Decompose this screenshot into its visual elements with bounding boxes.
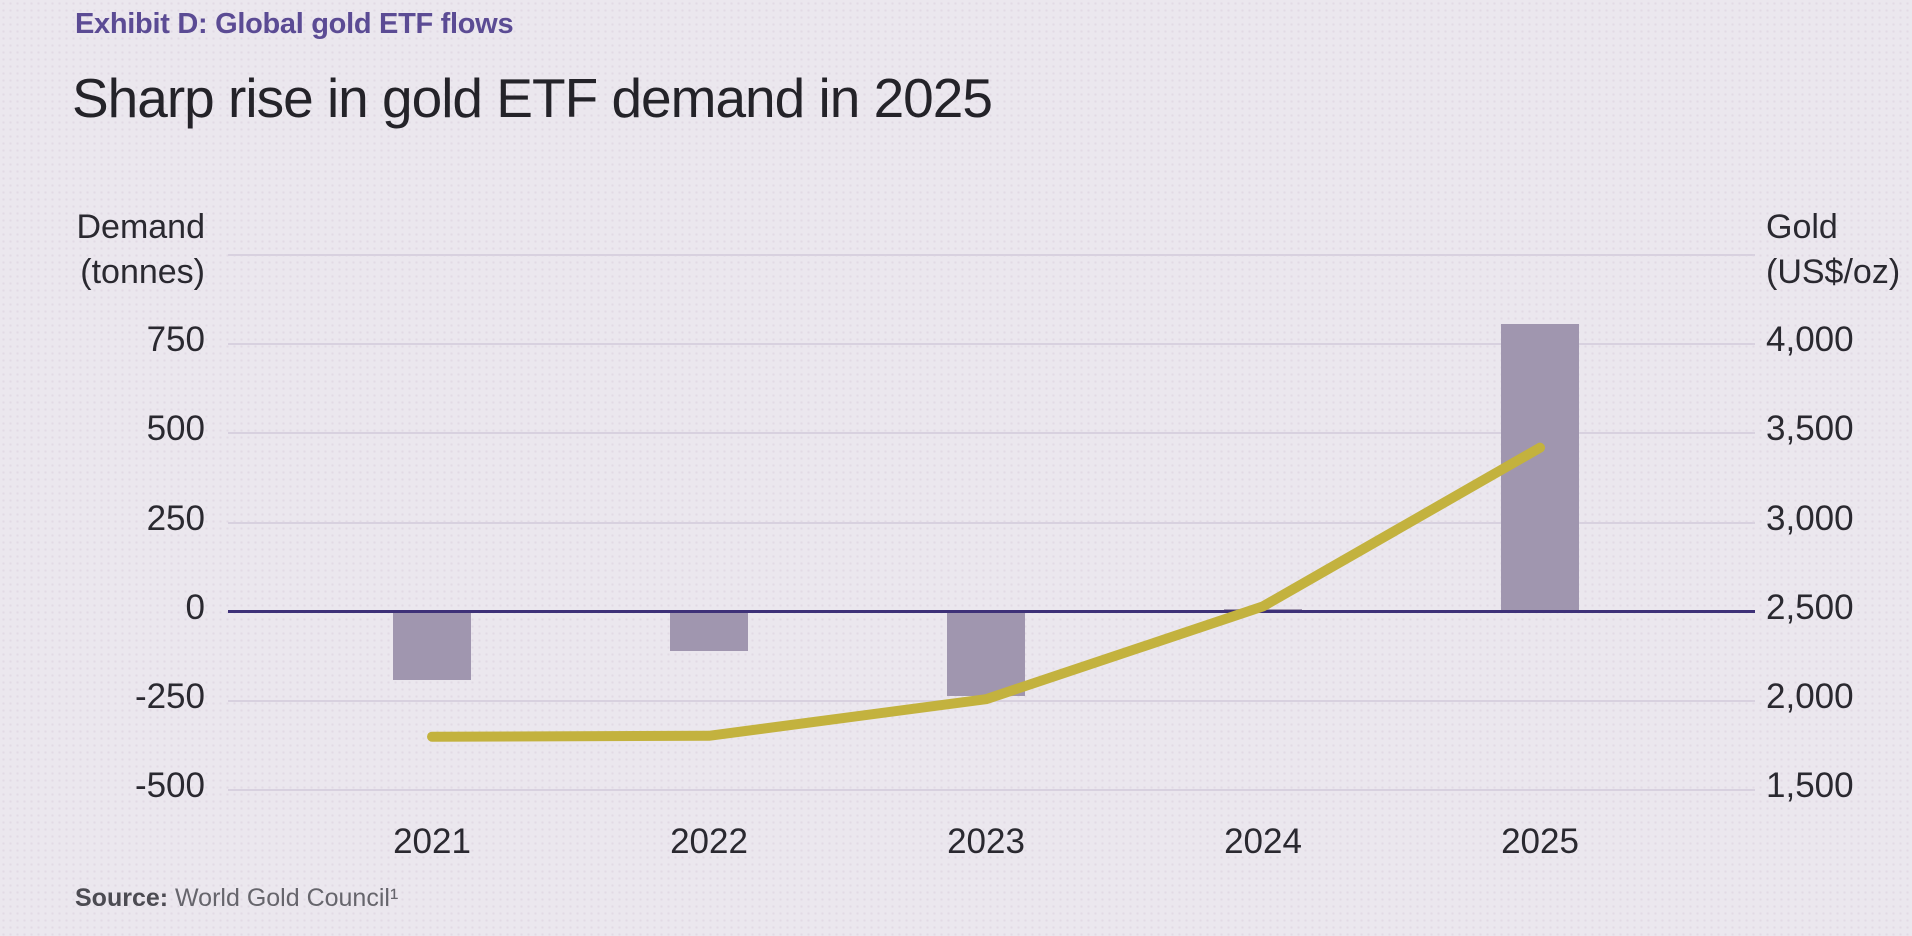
- right-tick-label: 1,500: [1766, 766, 1854, 806]
- source-label: Source:: [75, 884, 169, 912]
- right-axis-title-line1: Gold: [1766, 208, 1838, 246]
- x-axis-label-2025: 2025: [1501, 822, 1579, 861]
- gridline: [228, 789, 1755, 792]
- gridline: [228, 343, 1755, 346]
- left-tick-label: 750: [146, 320, 205, 360]
- gridline: [228, 700, 1755, 702]
- zero-baseline: [228, 610, 1755, 614]
- source-text: World Gold Council¹: [168, 884, 399, 912]
- bar-2025: [1501, 323, 1579, 612]
- left-tick-label: 0: [185, 587, 205, 627]
- bar-2023: [947, 611, 1025, 697]
- bar-2022: [670, 611, 748, 652]
- page-title: Sharp rise in gold ETF demand in 2025: [72, 67, 993, 129]
- x-axis-label-2023: 2023: [947, 822, 1025, 861]
- right-tick-label: 4,000: [1766, 320, 1854, 360]
- right-axis-title-line2: (US$/oz): [1766, 253, 1901, 291]
- left-tick-label: 250: [146, 498, 205, 538]
- source-line: Source: World Gold Council¹: [75, 884, 398, 913]
- left-tick-label: 500: [146, 409, 205, 449]
- left-axis-title-line1: Demand: [76, 208, 205, 246]
- gridline: [228, 432, 1755, 435]
- exhibit-label: Exhibit D: Global gold ETF flows: [75, 8, 514, 40]
- left-axis-title-line2: (tonnes): [80, 253, 205, 291]
- right-tick-label: 3,000: [1766, 498, 1854, 538]
- right-axis-title: Gold (US$/oz): [1766, 205, 1912, 295]
- left-tick-label: -500: [134, 766, 205, 806]
- right-tick-label: 3,500: [1766, 409, 1854, 449]
- x-axis-label-2022: 2022: [670, 822, 748, 861]
- gridline: [228, 254, 1755, 256]
- x-axis-label-2021: 2021: [393, 822, 471, 861]
- left-tick-label: -250: [134, 677, 205, 716]
- right-tick-label: 2,000: [1766, 677, 1854, 716]
- x-axis-label-2024: 2024: [1224, 822, 1302, 861]
- right-tick-label: 2,500: [1766, 587, 1854, 627]
- left-axis-title: Demand (tonnes): [0, 205, 205, 295]
- bar-2021: [393, 611, 471, 680]
